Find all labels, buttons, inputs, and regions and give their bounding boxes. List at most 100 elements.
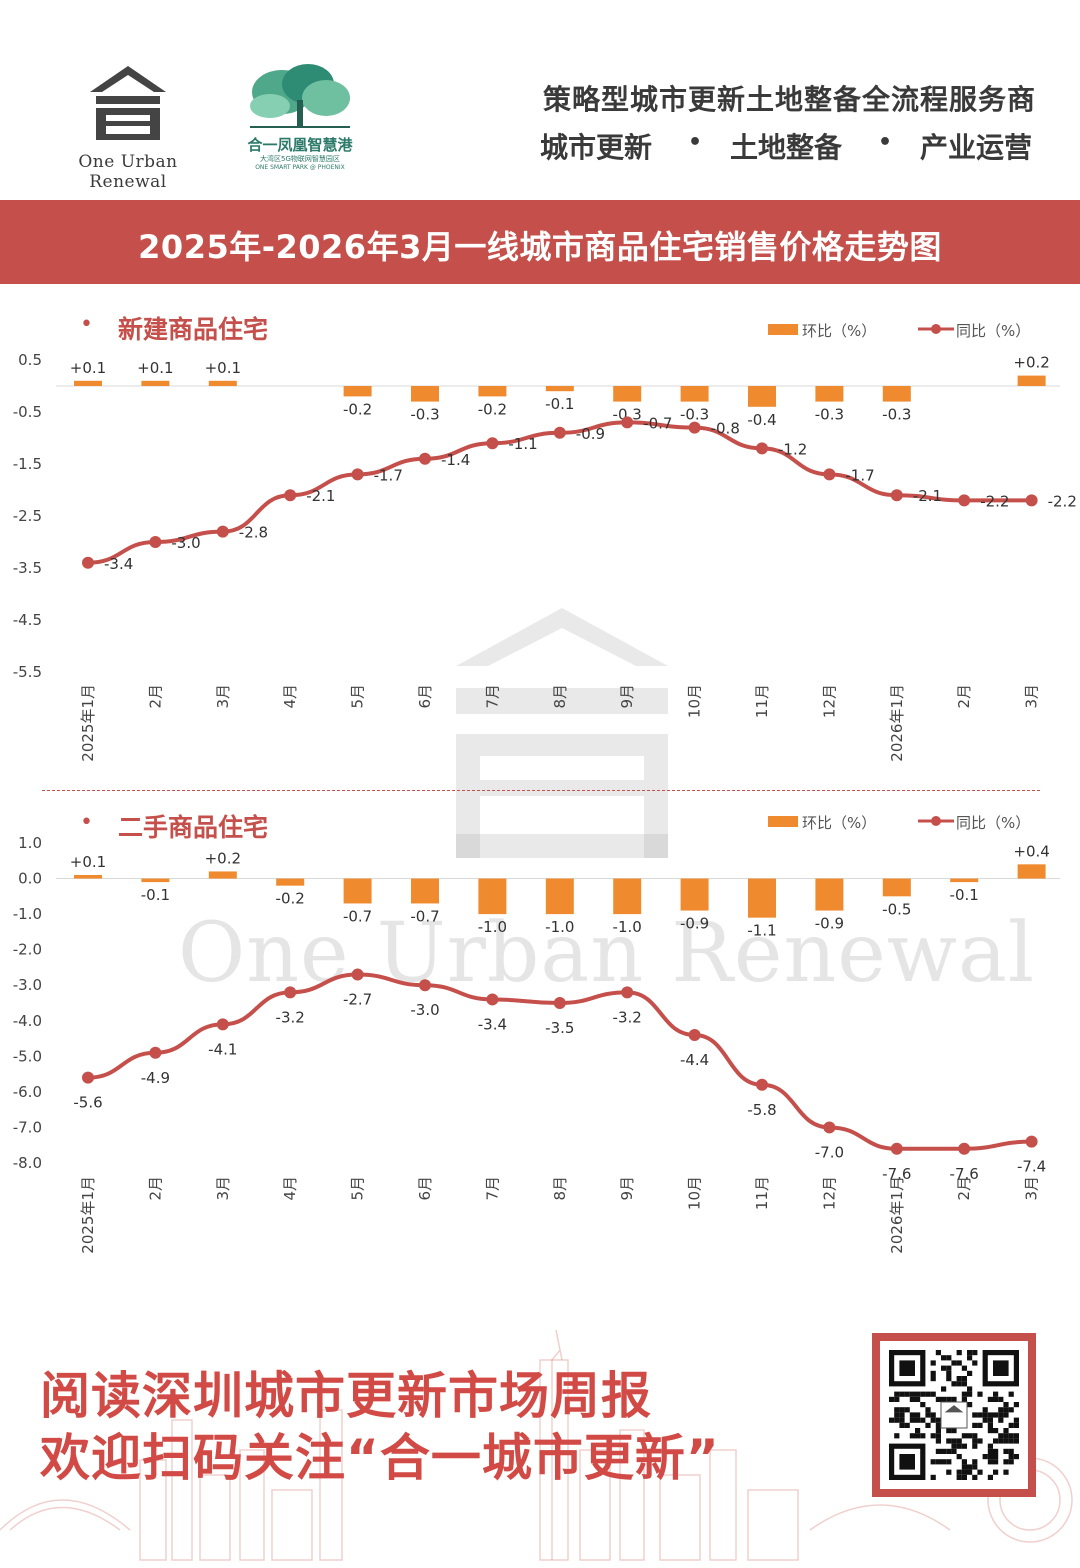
yoy-point: [621, 986, 634, 999]
y-tick-label: -3.0: [13, 976, 42, 994]
mom-bar: [1017, 375, 1046, 386]
yoy-point: [688, 421, 701, 434]
yoy-point: [82, 556, 94, 569]
qr-module: [956, 1381, 962, 1387]
qr-module: [951, 1360, 957, 1366]
yoy-point: [284, 489, 297, 502]
qr-module: [987, 1448, 993, 1454]
qr-module: [956, 1376, 962, 1382]
mom-bar: [1017, 864, 1046, 879]
qr-module: [972, 1443, 978, 1449]
yoy-point: [419, 979, 431, 992]
mom-bar: [815, 878, 844, 911]
qr-module: [946, 1396, 952, 1402]
qr-module: [946, 1365, 952, 1371]
qr-code[interactable]: [880, 1341, 1028, 1489]
mom-bar: [613, 878, 642, 915]
x-tick-label: 9月: [618, 684, 636, 709]
qr-code-icon: [889, 1350, 1019, 1480]
yoy-point-label: -3.5: [545, 1019, 574, 1037]
qr-module: [967, 1433, 973, 1439]
mom-bar-label: -0.9: [680, 915, 709, 933]
legend-yoy-label: 同比（%）: [956, 814, 1031, 832]
qr-module: [998, 1396, 1004, 1402]
qr-module: [967, 1469, 973, 1475]
yoy-point-label: -3.2: [613, 1008, 642, 1026]
smart-park-logo: 合一凤凰智慧港 大湾区5G物联网智慧园区 ONE SMART PARK @ PH…: [240, 62, 360, 180]
yoy-point-label: -5.8: [747, 1101, 776, 1119]
qr-module: [982, 1454, 988, 1460]
qr-module: [1008, 1433, 1014, 1439]
mom-bar-label: -1.1: [747, 922, 776, 940]
mom-bar: [748, 386, 776, 407]
qr-module: [904, 1407, 910, 1413]
yoy-point-label: -2.2: [1048, 492, 1077, 510]
y-tick-label: -1.5: [13, 455, 42, 473]
yoy-point-label: -7.0: [815, 1143, 844, 1161]
section-bullet: •: [80, 312, 93, 337]
x-tick-label: 11月: [753, 1176, 771, 1210]
yoy-point-label: -2.2: [980, 492, 1009, 510]
qr-module: [920, 1402, 926, 1408]
qr-module: [909, 1396, 915, 1402]
qr-finder: [899, 1360, 915, 1376]
service-land-prep: 土地整备: [730, 131, 843, 164]
qr-module: [1008, 1407, 1014, 1413]
qr-module: [961, 1469, 967, 1475]
qr-module: [925, 1391, 931, 1397]
logo2-name: 合一凤凰智慧港: [247, 136, 353, 154]
mom-bar-label: -0.3: [410, 406, 439, 424]
x-tick-label: 6月: [416, 1176, 434, 1201]
qr-module: [915, 1417, 921, 1423]
x-tick-label: 2月: [146, 684, 164, 709]
logo-name: One Urban Renewal: [78, 152, 178, 192]
qr-module: [961, 1376, 967, 1382]
qr-module: [925, 1422, 931, 1428]
y-tick-label: -5.0: [13, 1047, 42, 1065]
mom-bar: [141, 380, 170, 386]
qr-module: [977, 1469, 983, 1475]
qr-module: [1008, 1459, 1014, 1465]
legend-mom-label: 环比（%）: [802, 322, 877, 340]
qr-module: [1003, 1412, 1009, 1418]
yoy-point-label: -4.1: [208, 1040, 237, 1058]
qr-module: [956, 1474, 962, 1480]
mom-bar-label: +0.1: [70, 853, 106, 871]
legend-line-swatch: [918, 816, 954, 826]
qr-module: [967, 1355, 973, 1361]
qr-module: [987, 1443, 993, 1449]
mom-bar-label: -1.0: [545, 918, 574, 936]
skyline-illustration: [0, 1329, 1073, 1561]
mom-bar: [276, 878, 305, 886]
qr-module: [993, 1412, 999, 1418]
mom-bar-label: -0.7: [410, 907, 439, 925]
mom-bar: [478, 386, 507, 397]
service-operation: 产业运营: [920, 131, 1033, 164]
qr-module: [1003, 1433, 1009, 1439]
qr-module: [946, 1355, 952, 1361]
qr-module: [993, 1469, 999, 1475]
qr-module: [1008, 1454, 1014, 1460]
qr-module: [982, 1417, 988, 1423]
mom-bar-label: -0.1: [545, 395, 574, 413]
mom-bar-label: -0.3: [882, 406, 911, 424]
qr-module: [993, 1396, 999, 1402]
qr-module: [1013, 1454, 1019, 1460]
y-tick-label: -3.5: [13, 559, 42, 577]
service-separator: •: [688, 130, 703, 155]
yoy-point-label: -0.8: [711, 420, 740, 438]
yoy-point-label: -3.4: [478, 1015, 507, 1033]
qr-module: [915, 1391, 921, 1397]
mom-bar-label: -0.3: [815, 406, 844, 424]
yoy-point: [216, 1018, 229, 1031]
qr-module: [909, 1417, 915, 1423]
yoy-point-label: -2.8: [239, 524, 268, 542]
y-tick-label: 1.0: [18, 834, 42, 852]
yoy-point-label: -1.1: [508, 435, 537, 453]
qr-module: [1003, 1469, 1009, 1475]
qr-module: [935, 1438, 941, 1444]
yoy-point-label: -1.4: [441, 451, 470, 469]
qr-module: [935, 1350, 941, 1356]
qr-module: [993, 1454, 999, 1460]
